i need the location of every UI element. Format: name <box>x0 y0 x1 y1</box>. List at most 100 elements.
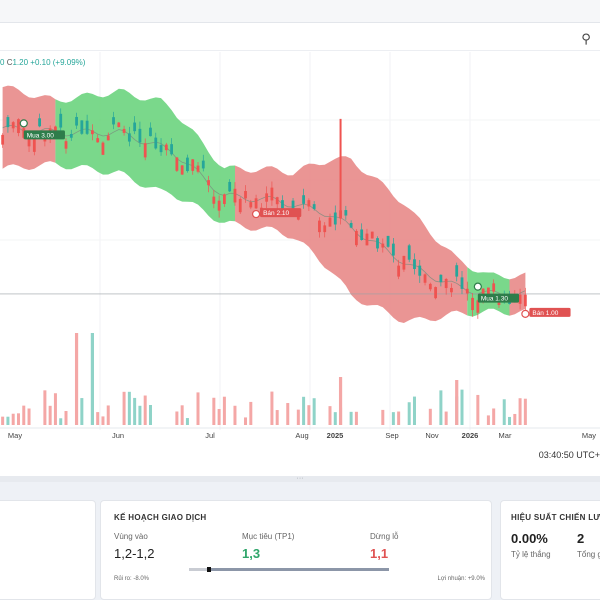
candle <box>207 180 210 186</box>
sell-signal-badge <box>529 307 571 317</box>
volume-bar <box>175 411 179 425</box>
x-tick-label: Aug <box>295 431 308 440</box>
candle <box>423 274 427 283</box>
volume-bar <box>244 417 248 425</box>
candle <box>217 200 221 211</box>
candle <box>64 141 68 149</box>
candle <box>106 135 110 141</box>
volume-bar <box>249 401 253 425</box>
volume-bar <box>217 408 221 425</box>
candle <box>254 198 258 209</box>
volume-bar <box>6 416 10 425</box>
candle <box>360 229 364 240</box>
candle <box>402 255 406 270</box>
candle <box>397 265 401 277</box>
volume-bar <box>407 402 411 425</box>
candle <box>291 200 295 215</box>
candle <box>312 204 316 209</box>
volume-bar <box>106 405 110 425</box>
magnifier-clock-icon[interactable]: ⚲ <box>581 31 591 46</box>
candle <box>127 133 131 142</box>
volume-bar <box>122 391 126 425</box>
volume-bar <box>148 404 152 425</box>
pane-splitter[interactable]: ··· <box>0 475 600 482</box>
candle <box>238 198 242 213</box>
candle <box>159 145 163 153</box>
candle <box>270 187 274 201</box>
candle <box>101 142 105 155</box>
volume-bar <box>338 377 343 425</box>
signal-label: Bán 1.00 <box>532 310 558 317</box>
volume-bar <box>43 390 47 425</box>
performance-title: HIỆU SUẤT CHIẾN LƯỢ <box>511 513 600 522</box>
candle <box>523 294 527 307</box>
candle <box>164 144 168 151</box>
change-value: +0.10 (+9.09%) <box>30 58 86 67</box>
x-tick-label: 2026 <box>462 431 479 440</box>
volume-bar <box>333 412 337 425</box>
sell-signal-badge <box>260 208 302 218</box>
chart-card: ⚲ 0 C1.20 +0.10 (+9.09%) Mua 3.00 Bán 2.1… <box>0 0 600 476</box>
candle <box>428 283 432 290</box>
volume-bar <box>127 391 131 425</box>
x-tick-label: May <box>582 431 596 440</box>
close-value: 1.20 <box>12 58 29 67</box>
candle <box>460 277 464 289</box>
candle <box>175 157 179 171</box>
sell-signal-marker <box>521 309 530 318</box>
candle <box>170 144 173 155</box>
candle <box>117 122 121 128</box>
candle <box>249 202 253 208</box>
sell-signal-marker <box>251 209 261 219</box>
volume-bar <box>523 398 527 425</box>
candle <box>75 116 78 126</box>
candle <box>80 120 84 134</box>
volume-bar <box>80 398 84 425</box>
signal-label: Mua 1.30 <box>481 296 508 303</box>
candle <box>32 138 36 152</box>
candle <box>365 233 369 246</box>
volume-bar <box>90 333 94 425</box>
trade-plan-panel: KẾ HOẠCH GIAO DỊCH Vùng vào 1,2-1,2 Mục … <box>100 500 492 600</box>
candle <box>138 128 142 143</box>
candle <box>154 137 158 149</box>
volume-bar <box>354 411 358 425</box>
candle <box>413 259 416 270</box>
candle <box>180 165 184 175</box>
volume-bar <box>513 413 517 425</box>
candle <box>201 160 205 169</box>
candle <box>96 138 100 143</box>
volume-bar <box>53 393 57 425</box>
ohlc-legend: 0 C1.20 +0.10 (+9.09%) <box>0 58 85 67</box>
price-chart[interactable]: Mua 3.00 Bán 2.10 Mua 1.30 Bán 1.00 May Jun Ju… <box>0 0 600 476</box>
profit-note: Lợi nhuận: +9.0% <box>437 576 485 582</box>
volume-bar <box>486 415 490 425</box>
plan-title: KẾ HOẠCH GIAO DỊCH <box>114 513 207 522</box>
candle <box>476 300 480 313</box>
candle <box>91 130 94 135</box>
candle <box>196 165 200 172</box>
volume-bar <box>518 398 522 425</box>
close-label: C <box>6 58 13 67</box>
total-label: Tổng g <box>577 550 600 559</box>
volume-bar <box>444 411 448 425</box>
volume-bar <box>428 408 432 425</box>
volume-bar <box>492 408 496 425</box>
candle <box>149 127 152 137</box>
chart-toolbar: ⚲ <box>0 28 600 51</box>
volume-bar <box>328 406 332 425</box>
candle <box>17 119 20 134</box>
candle <box>223 194 226 205</box>
x-tick-label: Nov <box>425 431 439 440</box>
volume-bar <box>296 409 300 425</box>
candle <box>1 134 5 145</box>
volume-bar <box>286 403 290 425</box>
x-tick-label: Mar <box>499 431 512 440</box>
volume-bar <box>64 410 68 425</box>
candle <box>69 134 73 138</box>
buy-signal-marker <box>473 282 482 291</box>
volume-bar <box>455 380 459 425</box>
candle <box>122 128 126 133</box>
volume-bar <box>307 405 311 425</box>
candle <box>281 200 284 211</box>
